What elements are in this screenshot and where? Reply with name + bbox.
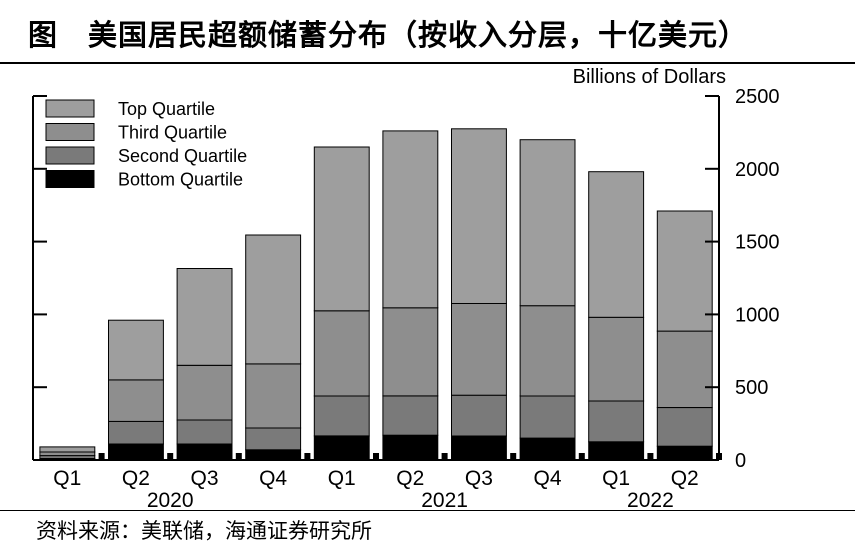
year-label: 2022 (627, 489, 674, 510)
baseline-tick (235, 453, 242, 460)
source-divider (0, 510, 855, 511)
bar-segment (588, 171, 645, 318)
x-tick-label: Q1 (53, 467, 81, 490)
year-label: 2020 (147, 489, 194, 510)
bar-segment (519, 139, 576, 307)
bar-segment (519, 395, 576, 439)
bar-segment (313, 435, 370, 461)
title-divider (0, 62, 855, 64)
legend-swatch (45, 146, 95, 165)
year-label: 2021 (421, 489, 468, 510)
baseline-tick (647, 453, 654, 460)
bar-segment (313, 395, 370, 437)
bar-segment (451, 394, 507, 437)
bar-segment (519, 305, 576, 397)
x-tick-label: Q3 (465, 467, 493, 490)
bar-segment (656, 330, 713, 409)
y-axis-label: Billions of Dollars (573, 66, 726, 88)
legend-label: Bottom Quartile (118, 170, 243, 190)
bar-segment (656, 210, 713, 332)
bar-segment (382, 130, 439, 309)
bar-segment (176, 268, 233, 366)
y-tick-label: 1500 (735, 232, 780, 254)
bar-segment (39, 451, 96, 457)
legend-swatch (45, 170, 95, 188)
x-tick-label: Q4 (259, 467, 287, 490)
bar-segment (588, 316, 645, 402)
bar-segment (108, 420, 164, 445)
legend-label: Third Quartile (118, 123, 227, 143)
x-tick-label: Q2 (122, 467, 150, 490)
baseline-tick (167, 453, 174, 460)
bar-segment (382, 395, 439, 436)
title-bar: 图 美国居民超额储蓄分布（按收入分层，十亿美元） (0, 0, 855, 62)
legend-swatch (45, 99, 95, 118)
legend-label: Top Quartile (118, 99, 215, 119)
baseline-tick (510, 453, 517, 460)
baseline-tick (578, 453, 585, 460)
bar-segment (245, 234, 302, 365)
x-tick-label: Q1 (602, 467, 630, 490)
bar-segment (245, 363, 302, 429)
baseline-tick (441, 453, 448, 460)
y-tick-label: 0 (735, 450, 746, 472)
x-tick-label: Q1 (328, 467, 356, 490)
chart-bars (39, 128, 722, 461)
legend-label: Second Quartile (118, 146, 247, 166)
bar-segment (656, 407, 713, 447)
bar-segment (313, 146, 370, 312)
page-title: 图 美国居民超额储蓄分布（按收入分层，十亿美元） (28, 18, 749, 52)
bar-segment (39, 446, 96, 453)
bar-segment (313, 310, 370, 397)
source-note: 资料来源：美联储，海通证券研究所 (36, 519, 372, 543)
bar-segment (245, 449, 302, 461)
bar-segment (176, 443, 233, 461)
bar-segment (108, 443, 164, 461)
legend-swatch (45, 123, 95, 141)
y-tick-label: 1000 (735, 304, 780, 326)
bar-segment (108, 319, 164, 381)
bar-segment (588, 400, 645, 443)
y-tick-label: 2000 (735, 159, 780, 181)
bar-segment (656, 445, 713, 461)
x-tick-label: Q2 (396, 467, 424, 490)
baseline-tick (98, 453, 105, 460)
y-tick-label: 500 (735, 377, 768, 399)
stacked-bar-chart: Top Quartile Third Quartile Second Quartil… (32, 66, 780, 510)
x-tick-label: Q2 (671, 467, 699, 490)
bar-segment (108, 379, 164, 422)
y-axis-ticks: 0 500 1000 1500 2000 2500 (33, 86, 780, 472)
bar-segment (245, 427, 302, 451)
bar-segment (451, 303, 507, 396)
bar-segment (451, 128, 507, 304)
baseline-tick (373, 453, 379, 460)
x-tick-label: Q3 (190, 467, 218, 490)
chart-axes (32, 96, 720, 461)
bar-segment (176, 364, 233, 421)
bar-segment (588, 441, 645, 461)
bar-segment (382, 307, 439, 397)
bar-segment (451, 435, 507, 461)
chart-legend: Top Quartile Third Quartile Second Quartil… (45, 99, 247, 190)
bar-segment (382, 434, 439, 461)
bar-segment (519, 437, 576, 461)
bar-segment (176, 419, 233, 445)
y-tick-label: 2500 (735, 86, 780, 108)
baseline-tick (304, 453, 311, 460)
x-tick-label: Q4 (533, 467, 561, 490)
